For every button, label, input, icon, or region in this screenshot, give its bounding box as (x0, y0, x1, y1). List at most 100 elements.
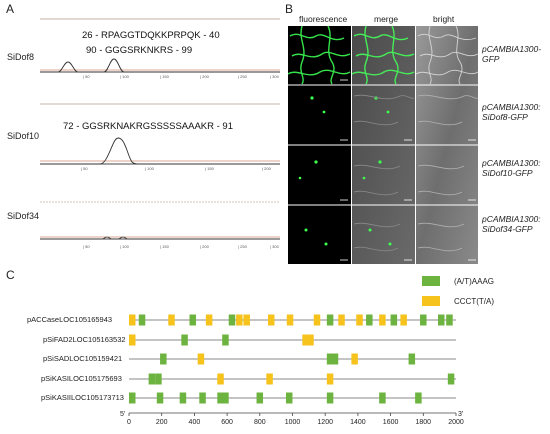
ccct-element (243, 314, 250, 326)
ccct-element (302, 334, 309, 346)
ccct-element (400, 314, 407, 326)
aaag-element (160, 353, 167, 365)
ccct-element (168, 314, 175, 326)
ccct-element (351, 353, 358, 365)
sidof8-trace (40, 18, 280, 73)
aaag-element (228, 314, 236, 326)
ccct-element (379, 314, 386, 326)
sidof8-plot (40, 18, 280, 83)
aaag-element (181, 334, 188, 346)
col-merge: merge (374, 14, 399, 24)
sidof10-seq-1: 72 - GGSRKNAKRGSSSSSAAAKR - 91 (63, 121, 234, 132)
ccct-element (267, 314, 275, 326)
construct-sidof34: pCAMBIA1300: SiDof34-GFP (482, 214, 541, 234)
promoter-label: pACCaseLOC105165943 (27, 315, 113, 324)
ccct-element (356, 314, 363, 326)
sidof8-tick: | 150 (160, 74, 169, 79)
sidof34-tick: | 100 (120, 244, 129, 249)
aaag-element (326, 392, 334, 404)
sidof8-tick: | 300 (270, 74, 279, 79)
ccct-element (197, 353, 205, 365)
aaag-element (256, 392, 264, 404)
aaag-element (438, 314, 445, 326)
construct-sidof34-line1: pCAMBIA1300: (482, 214, 541, 224)
sidof34-tick: | 300 (270, 244, 279, 249)
aaag-element (148, 373, 156, 385)
sidof34-tick: | 200 (200, 244, 209, 249)
axis-tick-label: 200 (156, 419, 168, 426)
axis-tick-label: 400 (189, 419, 201, 426)
ccct-element (286, 314, 294, 326)
ccct-element (217, 373, 224, 385)
axis-tick-label: 1200 (317, 419, 333, 426)
sidof34-tick: | 50 (83, 244, 90, 249)
axis-tick-label: 1800 (416, 419, 432, 426)
construct-sidof8-line2: SiDof8-GFP (482, 112, 528, 122)
aaag-element (331, 353, 339, 365)
construct-sidof10-line1: pCAMBIA1300: (482, 158, 541, 168)
col-bright: bright (433, 14, 455, 24)
sidof10-trace (40, 103, 280, 165)
ccct-element (266, 373, 273, 385)
construct-sidof34-line2: SiDof34-GFP (482, 224, 533, 234)
ccct-element (307, 334, 314, 346)
aaag-element (217, 392, 224, 404)
aaag-element (420, 314, 427, 326)
ccct-element (326, 373, 334, 385)
aaag-element (129, 392, 136, 404)
sidof10-tick: | 50 (81, 166, 88, 171)
axis-start-label: 5' (120, 411, 125, 418)
aaag-element (326, 314, 334, 326)
sidof8-tick: | 200 (200, 74, 209, 79)
axis-tick-label: 1000 (285, 419, 301, 426)
sidof8-tick: | 100 (120, 74, 129, 79)
axis-tick-label: 1400 (350, 419, 366, 426)
col-fluorescence: fluorescence (299, 14, 348, 24)
construct-sidof10-line2: SiDof10-GFP (482, 168, 533, 178)
promoter-label: pSiKASILOC105175693 (41, 374, 122, 383)
microscopy-images (287, 25, 479, 264)
sidof8-label: SiDof8 (7, 52, 35, 62)
sidof34-tick: | 250 (238, 244, 247, 249)
sidof10-tick: | 100 (145, 166, 154, 171)
ccct-element (129, 314, 136, 326)
ccct-element (313, 314, 321, 326)
sidof10-tick: | 200 (262, 166, 271, 171)
aaag-element (199, 392, 206, 404)
sidof8-seq-2: 90 - GGGSRKNKRS - 99 (86, 45, 193, 56)
ccct-element (338, 314, 345, 326)
sidof10-plot (40, 96, 280, 176)
sidof34-plot (40, 200, 280, 248)
aaag-element (285, 392, 293, 404)
microscopy-grid (287, 25, 479, 264)
axis-tick-label: 600 (221, 419, 233, 426)
aaag-element (379, 392, 386, 404)
aaag-element (390, 314, 398, 326)
sidof10-label: SiDof10 (7, 131, 40, 141)
legend-label-aaag: (A/T)AAAG (454, 277, 495, 286)
sidof8-seq-1: 26 - RPAGGTDQKKPRPQK - 40 (82, 30, 220, 41)
axis-tick-label: 2000 (448, 419, 464, 426)
aaag-element (138, 314, 146, 326)
sidof8-tick: | 50 (83, 74, 90, 79)
panel-a-letter: A (6, 2, 15, 16)
sidof34-trace (40, 201, 280, 240)
sidof34-tick: | 150 (160, 244, 169, 249)
axis-tick-label: 1600 (383, 419, 399, 426)
aaag-element (408, 353, 416, 365)
aaag-element (189, 314, 196, 326)
construct-gfp-line2: GFP (482, 54, 500, 64)
aaag-element (415, 392, 422, 404)
construct-gfp: pCAMBIA1300- GFP (482, 44, 541, 64)
ccct-element (236, 314, 243, 326)
ccct-element (129, 334, 136, 346)
construct-sidof8: pCAMBIA1300: SiDof8-GFP (482, 102, 541, 122)
aaag-element (447, 373, 455, 385)
promoter-label: pSiKASIILOC105173713 (41, 393, 124, 402)
aaag-element (222, 334, 229, 346)
aaag-element (222, 392, 229, 404)
aaag-element (179, 392, 187, 404)
aaag-element (326, 353, 334, 365)
panel-c-letter: C (6, 268, 15, 282)
sidof10-tick: | 150 (205, 166, 214, 171)
